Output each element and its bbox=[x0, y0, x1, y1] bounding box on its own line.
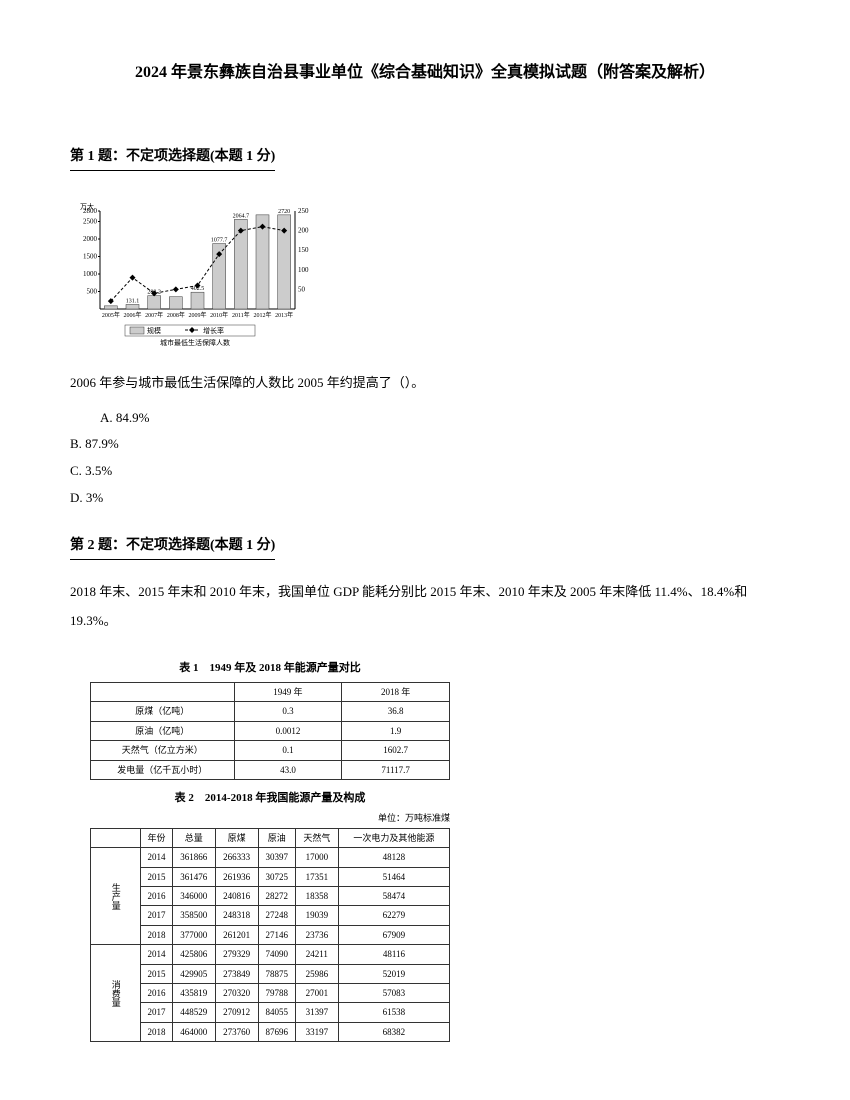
svg-text:2005年: 2005年 bbox=[102, 311, 120, 319]
svg-text:2720: 2720 bbox=[278, 209, 290, 215]
q1-chart: 5001000150020002500280050100150200250万大2… bbox=[70, 199, 320, 349]
svg-text:200: 200 bbox=[298, 227, 309, 235]
svg-text:50: 50 bbox=[298, 285, 306, 293]
q2-text: 2018 年末、2015 年末和 2010 年末，我国单位 GDP 能耗分别比 … bbox=[70, 578, 780, 635]
svg-text:2011年: 2011年 bbox=[232, 311, 250, 319]
svg-text:150: 150 bbox=[298, 246, 309, 254]
svg-text:万大: 万大 bbox=[80, 202, 94, 211]
chart-svg: 5001000150020002500280050100150200250万大2… bbox=[70, 199, 320, 349]
svg-text:增长率: 增长率 bbox=[203, 326, 224, 335]
svg-text:2010年: 2010年 bbox=[210, 311, 228, 319]
q1-option-c: C. 3.5% bbox=[70, 461, 780, 482]
svg-text:2500: 2500 bbox=[83, 217, 98, 225]
svg-text:2009年: 2009年 bbox=[188, 311, 206, 319]
q2-tables: 表 1 1949 年及 2018 年能源产量对比 1949 年2018 年原煤（… bbox=[90, 660, 450, 1042]
q2-header: 第 2 题：不定项选择题(本题 1 分) bbox=[70, 535, 275, 560]
svg-text:2006年: 2006年 bbox=[123, 311, 141, 319]
table2-unit: 单位：万吨标准煤 bbox=[90, 811, 450, 825]
svg-text:250: 250 bbox=[298, 207, 309, 215]
svg-text:2008年: 2008年 bbox=[167, 311, 185, 319]
svg-text:规模: 规模 bbox=[147, 326, 161, 335]
table1: 1949 年2018 年原煤（亿吨）0.336.8原油（亿吨）0.00121.9… bbox=[90, 682, 450, 780]
q1: 第 1 题：不定项选择题(本题 1 分) 500 1000 1500 2000 2500… bbox=[70, 126, 780, 509]
svg-text:500: 500 bbox=[87, 287, 98, 295]
table2-title: 表 2 2014-2018 年我国能源产量及构成 bbox=[90, 790, 450, 808]
q1-option-b: B. 87.9% bbox=[70, 434, 780, 455]
svg-text:2012年: 2012年 bbox=[253, 311, 271, 319]
q1-question-text: 2006 年参与城市最低生活保障的人数比 2005 年约提高了（）。 bbox=[70, 369, 780, 398]
q2: 第 2 题：不定项选择题(本题 1 分) 2018 年末、2015 年末和 20… bbox=[70, 515, 780, 1042]
page-title: 2024 年景东彝族自治县事业单位《综合基础知识》全真模拟试题（附答案及解析） bbox=[70, 60, 780, 86]
svg-text:1500: 1500 bbox=[83, 252, 98, 260]
q1-option-a: A. 84.9% bbox=[100, 408, 780, 429]
svg-text:1077.7: 1077.7 bbox=[211, 238, 228, 244]
svg-text:城市最低生活保障人数: 城市最低生活保障人数 bbox=[160, 338, 230, 347]
svg-text:2013年: 2013年 bbox=[275, 311, 293, 319]
q1-option-d: D. 3% bbox=[70, 488, 780, 509]
svg-text:2000: 2000 bbox=[83, 235, 98, 243]
svg-text:1000: 1000 bbox=[83, 270, 98, 278]
svg-text:2064.7: 2064.7 bbox=[233, 213, 250, 219]
svg-text:131.1: 131.1 bbox=[126, 298, 140, 304]
q1-header: 第 1 题：不定项选择题(本题 1 分) bbox=[70, 146, 275, 171]
svg-text:100: 100 bbox=[298, 266, 309, 274]
svg-text:2007年: 2007年 bbox=[145, 311, 163, 319]
table2: 年份总量原煤原油天然气一次电力及其他能源生产量20143618662663333… bbox=[90, 828, 450, 1042]
table1-title: 表 1 1949 年及 2018 年能源产量对比 bbox=[90, 660, 450, 678]
